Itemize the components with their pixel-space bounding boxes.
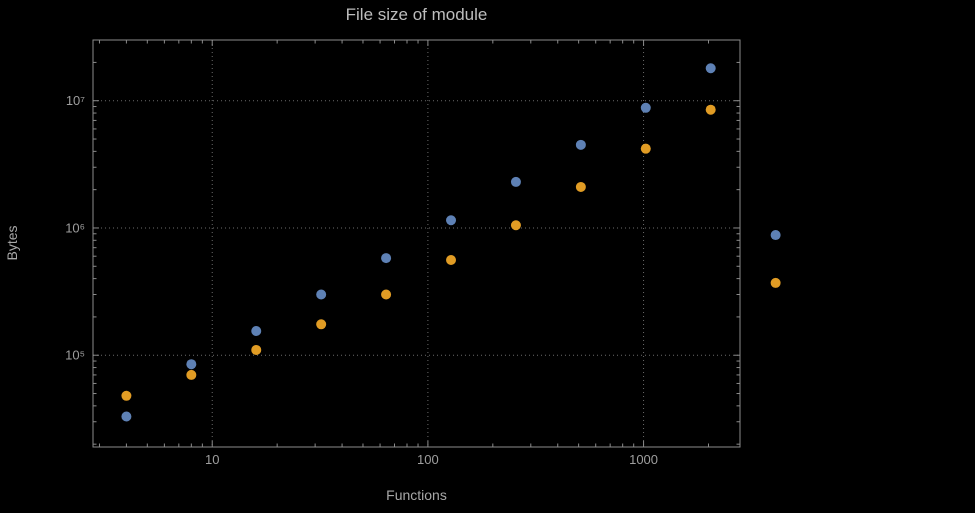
data-point — [510, 220, 521, 231]
x-tick-label: 10 — [205, 452, 219, 467]
data-point — [705, 63, 716, 74]
data-point — [770, 230, 781, 241]
plot-frame — [92, 39, 741, 448]
data-point — [381, 253, 392, 264]
data-point — [121, 411, 132, 422]
data-point — [640, 143, 651, 154]
data-point — [575, 139, 586, 150]
data-point — [510, 176, 521, 187]
data-point — [575, 181, 586, 192]
data-point — [316, 289, 327, 300]
data-point — [705, 104, 716, 115]
x-tick-labels: 10 100 1000 — [205, 452, 658, 467]
gridlines — [93, 40, 740, 447]
data-point — [186, 359, 197, 370]
y-tick-labels: 10⁵ 10⁶ 10⁷ — [65, 93, 85, 363]
y-tick-label: 10⁷ — [66, 93, 85, 108]
data-point — [251, 344, 262, 355]
data-point — [446, 255, 457, 266]
data-point — [121, 390, 132, 401]
x-tick-label: 100 — [417, 452, 439, 467]
data-point — [640, 102, 651, 113]
chart-title: File size of module — [345, 5, 488, 24]
x-tick-label: 1000 — [629, 452, 658, 467]
series-orange-points — [121, 104, 781, 401]
data-point — [251, 325, 262, 336]
data-point — [381, 289, 392, 300]
x-axis-label: Functions — [386, 487, 447, 503]
axis-ticks — [93, 40, 740, 447]
y-tick-label: 10⁶ — [65, 220, 85, 235]
series-blue-points — [121, 63, 781, 422]
data-point — [186, 369, 197, 380]
data-point — [316, 319, 327, 330]
y-tick-label: 10⁵ — [65, 348, 85, 363]
y-axis-label: Bytes — [4, 225, 20, 261]
data-point — [770, 277, 781, 288]
data-point — [446, 215, 457, 226]
